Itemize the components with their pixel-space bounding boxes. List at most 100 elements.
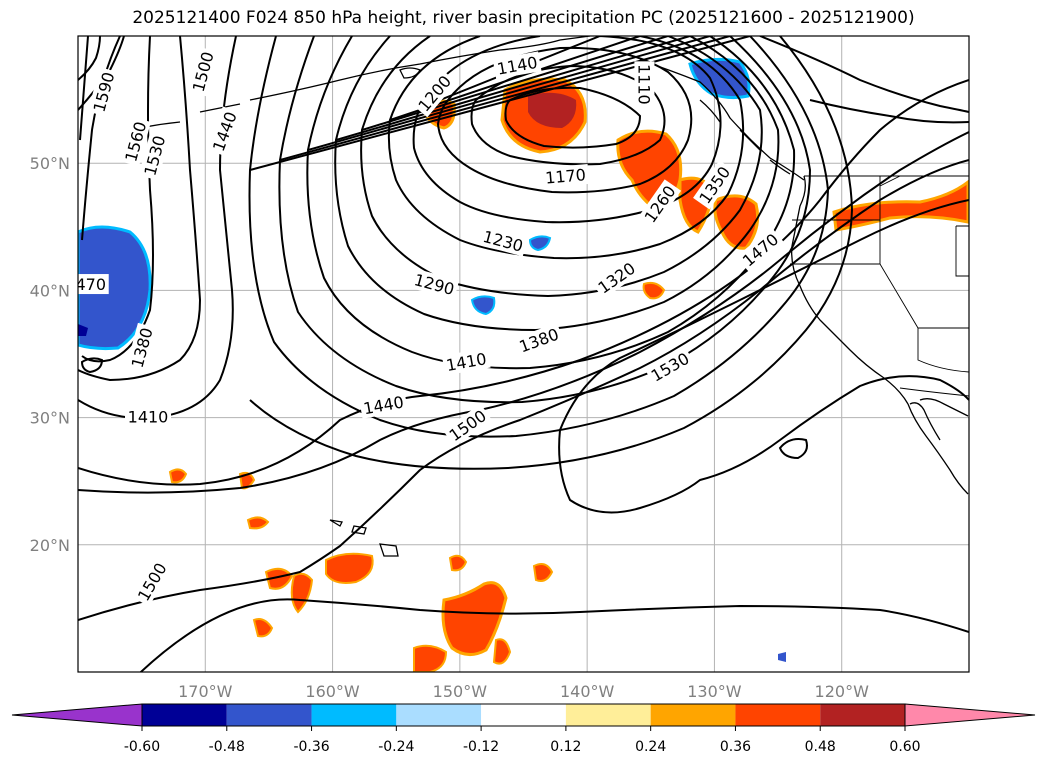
contour-label-bg bbox=[125, 406, 172, 427]
coast-hawaii-3 bbox=[379, 543, 399, 557]
contour-1590 bbox=[78, 36, 101, 81]
contour-label-bg bbox=[513, 322, 564, 358]
contour-label: 1170 bbox=[541, 163, 590, 188]
map-title: 2025121400 F024 850 hPa height, river ba… bbox=[132, 8, 915, 28]
precip-blob-s-3 bbox=[246, 516, 270, 530]
contour-northeast-2 bbox=[809, 99, 969, 124]
contour-1290 bbox=[334, 36, 780, 332]
colorbar-tick-label: 0.48 bbox=[805, 739, 836, 755]
contour-1110 bbox=[504, 86, 642, 149]
gridlines bbox=[78, 36, 969, 672]
lon-tick-label: 150°W bbox=[433, 682, 488, 701]
coast-hawaii-1 bbox=[329, 519, 343, 527]
precip-blob-s-1 bbox=[168, 468, 188, 484]
colorbar-tick-label: -0.60 bbox=[124, 739, 160, 755]
contour-label: 1560 bbox=[119, 116, 151, 167]
contour-small-west bbox=[80, 357, 104, 374]
precip-blob-low-core bbox=[528, 92, 577, 128]
border-us-mexico bbox=[899, 387, 969, 397]
contour-label: 1380 bbox=[126, 322, 158, 373]
precip-blob-s-9 bbox=[441, 581, 508, 656]
contour-label-text: 1170 bbox=[544, 165, 586, 187]
coast-west-us bbox=[791, 175, 909, 405]
precip-blob-s-4 bbox=[264, 567, 294, 590]
precip-blob-s-12 bbox=[532, 563, 554, 582]
contour-label-bg bbox=[187, 46, 219, 97]
colorbar-segment bbox=[226, 704, 312, 726]
contour-label-bg bbox=[644, 346, 695, 387]
precip-blob-south-blue bbox=[778, 652, 786, 662]
colorbar-segment bbox=[311, 704, 397, 726]
coast-hawaii-2 bbox=[351, 525, 367, 535]
contour-1230 bbox=[387, 36, 745, 260]
contour-1470 bbox=[78, 36, 969, 494]
colorbar-extend-low bbox=[11, 703, 143, 727]
colorbar-segment bbox=[820, 704, 905, 726]
colorbar-tick-label: -0.48 bbox=[209, 739, 245, 755]
contour-1320 bbox=[306, 36, 796, 370]
precip-blob-s-8 bbox=[448, 554, 468, 572]
contour-label-bg bbox=[478, 225, 528, 257]
contour-label-bg bbox=[126, 322, 158, 373]
precip-blob-s-6 bbox=[325, 552, 374, 584]
precip-blob-s-7 bbox=[252, 618, 274, 638]
contour-label-text: 1110 bbox=[634, 64, 653, 105]
precip-negative-areas bbox=[78, 57, 786, 662]
lon-tick-label: 120°W bbox=[815, 682, 870, 701]
lat-tick-label: 40°N bbox=[30, 281, 70, 300]
precip-blob-s-10 bbox=[413, 644, 448, 672]
contour-1530 bbox=[79, 36, 969, 672]
border-utah bbox=[955, 225, 969, 277]
coast-alaska-panhandle bbox=[639, 59, 805, 181]
coastlines bbox=[139, 36, 969, 557]
contour-label: 1410 bbox=[125, 406, 172, 427]
precip-blob-west-blue bbox=[78, 225, 152, 351]
lat-tick-labels: 20°N 30°N 40°N 50°N bbox=[30, 154, 70, 555]
contour-label: 1590 bbox=[87, 67, 120, 117]
contour-label-bg bbox=[736, 227, 785, 273]
precip-blob-s-11 bbox=[492, 638, 512, 665]
contour-label-bg bbox=[693, 160, 736, 210]
contour-label-bg bbox=[359, 391, 408, 419]
colorbar-segment bbox=[396, 704, 482, 726]
contour-1170 bbox=[436, 46, 693, 194]
border-nevada bbox=[879, 176, 969, 329]
colorbar-segment bbox=[735, 704, 821, 726]
colorbar-segment bbox=[142, 704, 227, 726]
border-idaho bbox=[879, 175, 901, 187]
colorbar-tick-label: 0.24 bbox=[635, 739, 666, 755]
map-border bbox=[77, 35, 970, 673]
contour-label: 1110 bbox=[634, 61, 655, 108]
coast-baja bbox=[907, 402, 969, 495]
lon-tick-label: 140°W bbox=[560, 682, 615, 701]
contour-label-bg bbox=[119, 116, 151, 167]
coast-bc-islands bbox=[699, 99, 791, 175]
contour-label: 470 bbox=[78, 274, 109, 295]
coast-alaska bbox=[249, 36, 591, 101]
coast-mexico bbox=[919, 398, 969, 417]
colorbar-tick-label: 0.36 bbox=[720, 739, 751, 755]
contour-label-bg bbox=[541, 163, 590, 188]
colorbar-tick-label: -0.24 bbox=[378, 739, 414, 755]
colorbar-tick-label: -0.12 bbox=[463, 739, 499, 755]
colorbar-border bbox=[141, 703, 906, 727]
contour-1500 bbox=[78, 36, 969, 621]
precip-blob-small-1 bbox=[642, 281, 666, 300]
contour-label-bg bbox=[409, 268, 460, 300]
contour-label-bg bbox=[638, 179, 682, 229]
contour-label-bg bbox=[207, 106, 242, 157]
contour-label-bg bbox=[87, 67, 120, 117]
precip-blob-s-5 bbox=[290, 572, 314, 614]
political-borders bbox=[790, 175, 969, 397]
lon-tick-labels: 170°W 160°W 150°W 140°W 130°W 120°W bbox=[178, 682, 869, 701]
contour-label-bg bbox=[591, 256, 641, 300]
precip-blob-coast bbox=[832, 179, 969, 232]
contour-label-bg bbox=[492, 51, 542, 80]
contour-1380 bbox=[248, 36, 830, 438]
contour-label: 1140 bbox=[492, 51, 542, 80]
lat-tick-label: 50°N bbox=[30, 154, 70, 173]
contour-northeast-1 bbox=[759, 36, 969, 113]
